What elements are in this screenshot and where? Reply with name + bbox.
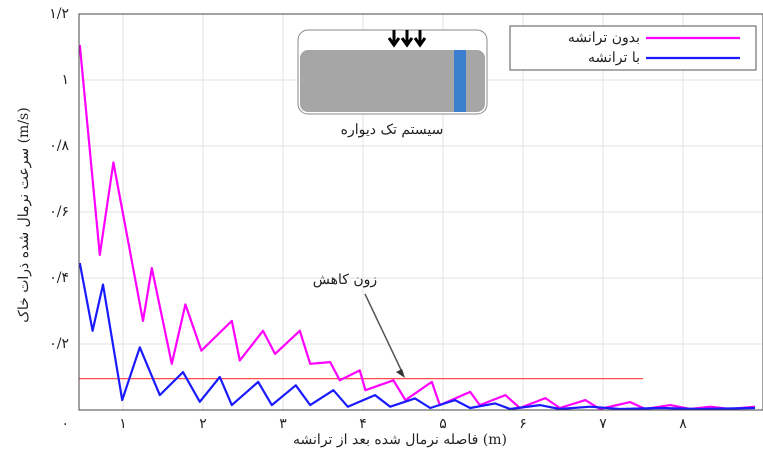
legend-label: بدون ترانشه xyxy=(568,30,640,46)
annotation: زون کاهش xyxy=(313,272,377,288)
series-line xyxy=(78,44,756,411)
soil xyxy=(300,50,485,112)
x-tick-label: ۲ xyxy=(199,416,207,432)
inset-diagram: سیستم تک دیواره xyxy=(297,29,488,138)
inset-caption: سیستم تک دیواره xyxy=(341,122,444,138)
y-tick-label: ۰/۴ xyxy=(49,270,69,286)
load-arrows xyxy=(387,30,427,48)
plot-frame xyxy=(78,13,763,411)
y-tick-label: ۰/۸ xyxy=(49,138,69,154)
x-tick-label: ۷ xyxy=(599,416,607,432)
y-axis-label: سرعت نرمال شده ذرات خاک (m/s) xyxy=(16,107,32,322)
grid xyxy=(79,13,763,411)
y-tick-label: ۰ xyxy=(61,416,69,432)
x-axis-label: فاصله نرمال شده بعد از ترانشه (m) xyxy=(293,432,507,448)
y-tick-label: ۰/۲ xyxy=(49,336,69,352)
legend-label: با ترانشه xyxy=(588,50,640,66)
y-tick-label: ۱/۲ xyxy=(49,6,69,22)
x-tick-label: ۳ xyxy=(279,416,287,432)
trench xyxy=(454,50,466,112)
plot xyxy=(78,44,756,411)
arrow-shaft xyxy=(364,293,404,375)
x-tick-label: ۴ xyxy=(359,416,367,432)
y-tick-label: ۱ xyxy=(61,72,69,88)
legend-box xyxy=(509,25,757,71)
x-tick-label: ۶ xyxy=(519,416,527,432)
x-tick-label: ۵ xyxy=(439,416,447,432)
arrow-head xyxy=(396,369,405,378)
x-tick-label: ۸ xyxy=(679,416,687,432)
y-tick-label: ۰/۶ xyxy=(49,204,69,220)
legend: بدون ترانشه با ترانشه xyxy=(509,25,757,71)
series-line xyxy=(78,262,756,411)
x-tick-label: ۱ xyxy=(119,416,127,432)
annotation-arrow xyxy=(364,293,405,378)
